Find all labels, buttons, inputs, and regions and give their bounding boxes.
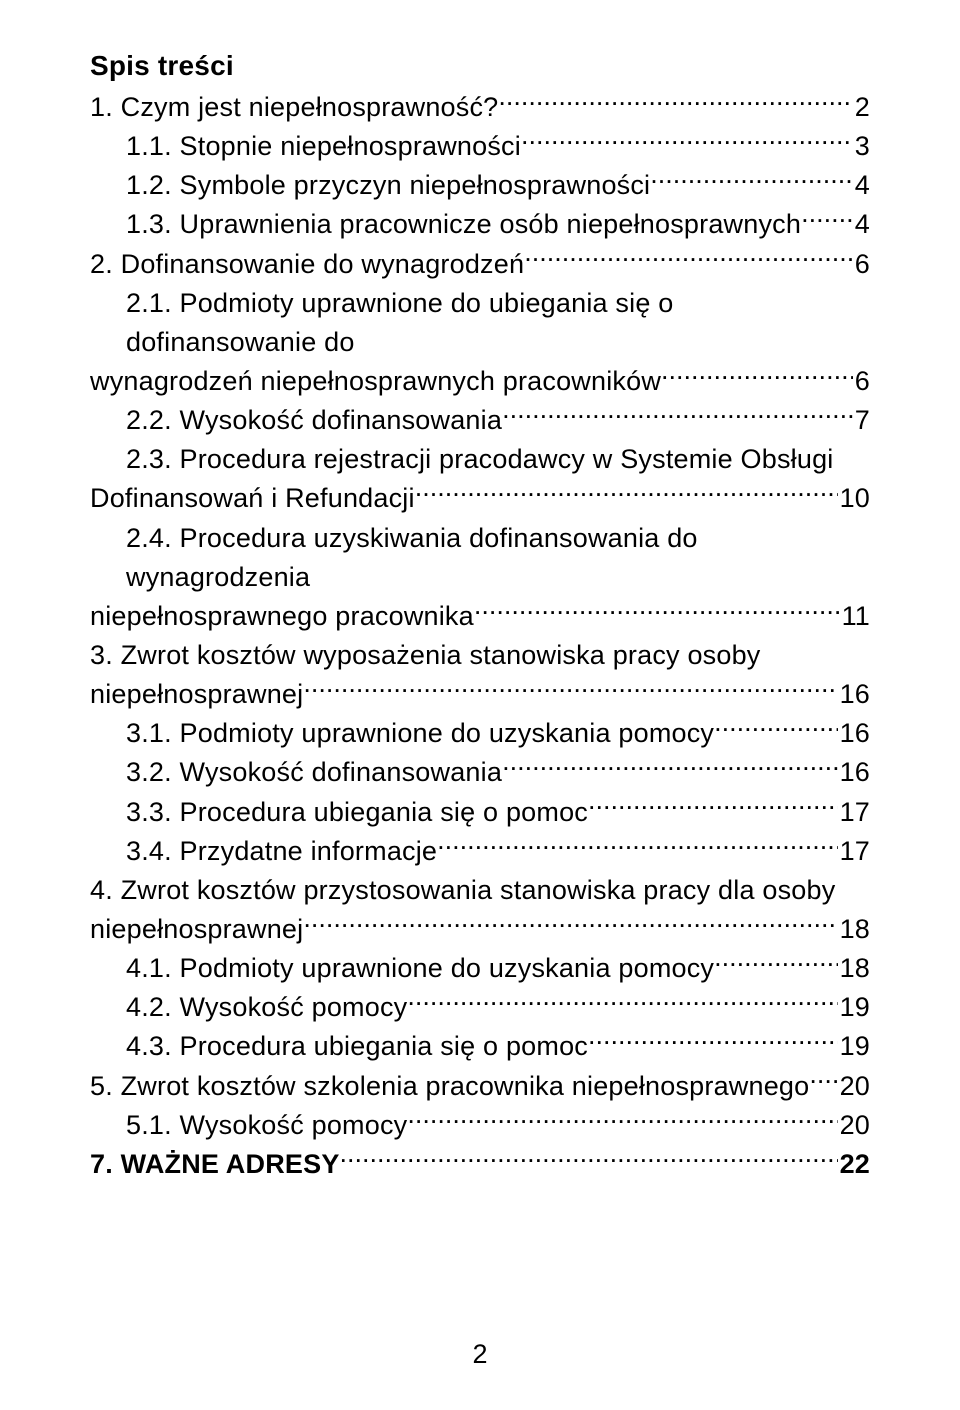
toc-entry: 3.3. Procedura ubiegania się o pomoc 17 [90,793,870,832]
toc-page: 19 [838,1027,870,1066]
toc-label: 4.1. Podmioty uprawnione do uzyskania po… [126,949,714,988]
toc-label: niepełnosprawnej [90,910,303,949]
toc-entry-wrap: 2.3. Procedura rejestracji pracodawcy w … [90,440,870,479]
toc-entry: niepełnosprawnej 18 [90,910,870,949]
toc-label: 2.3. Procedura rejestracji pracodawcy w … [126,444,834,474]
toc-entry: 4.2. Wysokość pomocy 19 [90,988,870,1027]
toc-leader [502,402,853,429]
toc-page: 3 [853,127,870,166]
toc-label: Dofinansowań i Refundacji [90,479,415,518]
toc-leader [407,989,837,1016]
toc-entry: 1. Czym jest niepełnosprawność? 2 [90,88,870,127]
toc-page: 17 [838,793,870,832]
toc-label: 1.2. Symbole przyczyn niepełnosprawności [126,166,650,205]
toc-entry-wrap: 4. Zwrot kosztów przystosowania stanowis… [90,871,870,910]
toc-page: 16 [838,714,870,753]
toc-leader [303,911,837,938]
toc-entry-wrap: 2.4. Procedura uzyskiwania dofinansowani… [90,519,870,597]
toc-entry: 5.1. Wysokość pomocy 20 [90,1106,870,1145]
toc-label: 1. Czym jest niepełnosprawność? [90,88,498,127]
toc-page: 20 [838,1106,870,1145]
document-page: Spis treści 1. Czym jest niepełnosprawno… [0,0,960,1410]
toc-entry: 4.1. Podmioty uprawnione do uzyskania po… [90,949,870,988]
toc-page: 7 [853,401,870,440]
toc-leader [714,715,837,742]
toc-leader [588,794,838,821]
toc-page: 18 [838,949,870,988]
toc-label: 1.3. Uprawnienia pracownicze osób niepeł… [126,205,801,244]
toc-leader [521,128,853,155]
toc-page: 16 [838,675,870,714]
toc-label: 5. Zwrot kosztów szkolenia pracownika ni… [90,1067,809,1106]
toc-entry: 7. WAŻNE ADRESY 22 [90,1145,870,1184]
toc-label: 2.4. Procedura uzyskiwania dofinansowani… [126,523,698,592]
toc-label: 4.2. Wysokość pomocy [126,988,407,1027]
page-number: 2 [0,1339,960,1370]
toc-page: 4 [853,205,870,244]
toc-entry: 1.2. Symbole przyczyn niepełnosprawności… [90,166,870,205]
toc-label: 3.4. Przydatne informacje [126,832,437,871]
toc-leader [303,676,837,703]
toc-page: 10 [838,479,870,518]
toc-page: 2 [853,88,870,127]
toc-leader [809,1068,837,1095]
toc-page: 18 [838,910,870,949]
toc-title: Spis treści [90,50,870,82]
toc-label: 4. Zwrot kosztów przystosowania stanowis… [90,875,835,905]
toc-leader [498,89,852,116]
toc-leader [407,1107,837,1134]
toc-entry: niepełnosprawnej 16 [90,675,870,714]
toc-entry: 4.3. Procedura ubiegania się o pomoc 19 [90,1027,870,1066]
toc-page: 17 [838,832,870,871]
toc-label: 7. WAŻNE ADRESY [90,1145,340,1184]
toc-entry: niepełnosprawnego pracownika 11 [90,597,870,636]
toc-leader [524,246,853,273]
toc-leader [588,1028,838,1055]
toc-leader [661,363,853,390]
toc-page: 6 [853,362,870,401]
toc-page: 22 [838,1145,870,1184]
toc-label: 5.1. Wysokość pomocy [126,1106,407,1145]
toc-leader [415,480,838,507]
toc-label: 3.2. Wysokość dofinansowania [126,753,502,792]
toc-entry: 3.1. Podmioty uprawnione do uzyskania po… [90,714,870,753]
toc-leader [474,598,840,625]
toc-leader [714,950,837,977]
toc-label: niepełnosprawnego pracownika [90,597,474,636]
toc-label: 3.1. Podmioty uprawnione do uzyskania po… [126,714,714,753]
toc-label: 3. Zwrot kosztów wyposażenia stanowiska … [90,640,761,670]
toc-entry-wrap: 3. Zwrot kosztów wyposażenia stanowiska … [90,636,870,675]
toc-leader [801,206,853,233]
toc-label: 4.3. Procedura ubiegania się o pomoc [126,1027,588,1066]
toc-entry: Dofinansowań i Refundacji 10 [90,479,870,518]
toc-leader [502,754,838,781]
toc-leader [650,167,853,194]
toc-entry: wynagrodzeń niepełnosprawnych pracownikó… [90,362,870,401]
toc-leader [340,1146,838,1173]
toc-label: 2.1. Podmioty uprawnione do ubiegania si… [126,288,673,357]
toc-page: 4 [853,166,870,205]
toc-entry: 1.3. Uprawnienia pracownicze osób niepeł… [90,205,870,244]
toc-page: 6 [853,245,870,284]
toc-page: 20 [838,1067,870,1106]
toc-entry: 2.2. Wysokość dofinansowania 7 [90,401,870,440]
toc-entry: 3.2. Wysokość dofinansowania 16 [90,753,870,792]
toc-label: 2.2. Wysokość dofinansowania [126,401,502,440]
toc-label: niepełnosprawnej [90,675,303,714]
toc-label: 1.1. Stopnie niepełnosprawności [126,127,521,166]
toc-entry: 5. Zwrot kosztów szkolenia pracownika ni… [90,1067,870,1106]
toc-page: 16 [838,753,870,792]
toc-label: 3.3. Procedura ubiegania się o pomoc [126,793,588,832]
toc-entry: 3.4. Przydatne informacje 17 [90,832,870,871]
toc-label: 2. Dofinansowanie do wynagrodzeń [90,245,524,284]
toc-label: wynagrodzeń niepełnosprawnych pracownikó… [90,362,661,401]
toc-entry: 1.1. Stopnie niepełnosprawności 3 [90,127,870,166]
toc-entry: 2. Dofinansowanie do wynagrodzeń 6 [90,245,870,284]
toc-page: 11 [840,597,870,636]
toc-leader [437,833,837,860]
toc-page: 19 [838,988,870,1027]
toc-entry-wrap: 2.1. Podmioty uprawnione do ubiegania si… [90,284,870,362]
